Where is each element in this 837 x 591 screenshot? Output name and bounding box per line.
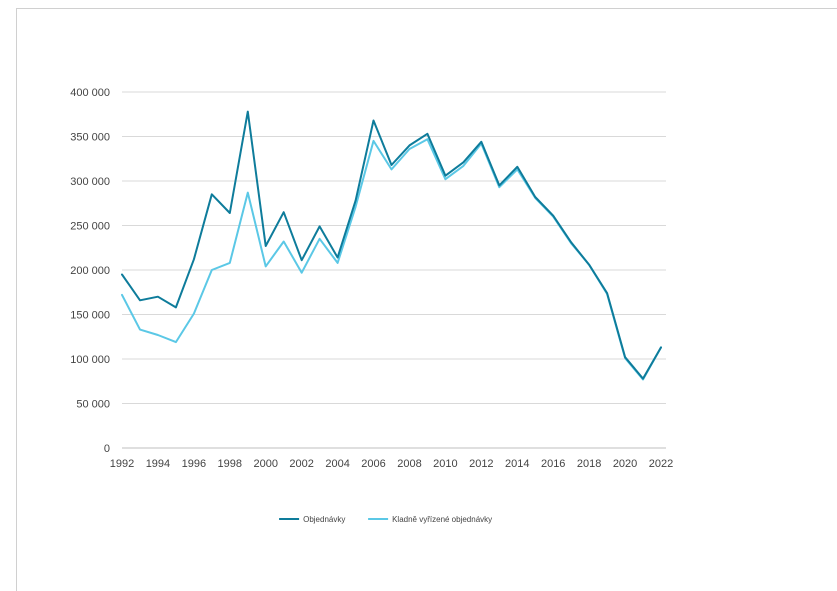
x-tick-label: 2010	[433, 458, 457, 470]
x-tick-label: 1992	[110, 458, 134, 470]
x-tick-label: 2012	[469, 458, 493, 470]
x-tick-label: 2006	[361, 458, 385, 470]
x-tick-label: 2004	[325, 458, 349, 470]
y-tick-label: 150 000	[70, 310, 110, 322]
x-tick-label: 1998	[218, 458, 242, 470]
series-line-2	[121, 138, 662, 381]
y-tick-label: 100 000	[70, 354, 110, 366]
x-tick-label: 2022	[649, 458, 673, 470]
y-tick-label: 250 000	[70, 221, 110, 233]
x-tick-label: 2000	[253, 458, 277, 470]
y-tick-label: 400 000	[70, 87, 110, 99]
chart-frame	[16, 8, 837, 591]
y-tick-label: 300 000	[70, 176, 110, 188]
x-tick-label: 2018	[577, 458, 601, 470]
y-tick-label: 0	[104, 443, 110, 455]
series-lines	[121, 110, 662, 381]
x-axis-tick-labels: 1992 1994 1996 1998 2000 2002 2004 2006 2008 2010…	[110, 458, 673, 470]
y-axis-tick-labels: 0 50 000 100 000 150 000 200 000 250 000 300 0…	[70, 87, 110, 455]
x-tick-label: 2008	[397, 458, 421, 470]
series-line-1	[121, 110, 662, 380]
x-tick-label: 1994	[146, 458, 170, 470]
gridlines	[122, 91, 666, 449]
x-tick-label: 2020	[613, 458, 637, 470]
y-tick-label: 200 000	[70, 265, 110, 277]
y-tick-label: 50 000	[76, 399, 110, 411]
legend-label: Objednávky	[303, 515, 345, 524]
legend: Objednávky Kladně vyřízené objednávky	[279, 515, 492, 524]
y-tick-label: 350 000	[70, 132, 110, 144]
legend-label: Kladně vyřízené objednávky	[392, 515, 492, 524]
x-tick-label: 2016	[541, 458, 565, 470]
x-tick-label: 1996	[182, 458, 206, 470]
x-tick-label: 2014	[505, 458, 529, 470]
x-tick-label: 2002	[289, 458, 313, 470]
